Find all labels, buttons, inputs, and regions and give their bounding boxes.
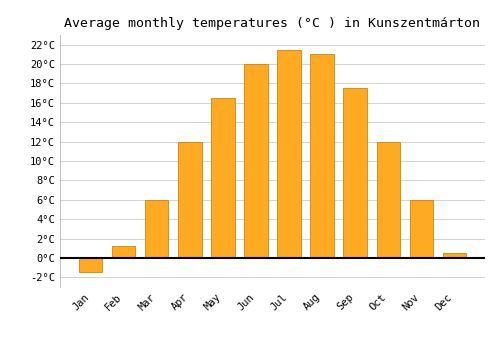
Bar <box>244 64 268 258</box>
Bar <box>344 88 366 258</box>
Title: Average monthly temperatures (°C ) in Kunszentmárton: Average monthly temperatures (°C ) in Ku… <box>64 17 480 30</box>
Bar <box>80 258 102 272</box>
Bar <box>146 200 169 258</box>
Bar <box>112 246 136 258</box>
Bar <box>178 142 202 258</box>
Bar <box>278 50 300 258</box>
Bar <box>410 200 432 258</box>
Bar <box>310 54 334 258</box>
Bar <box>442 253 466 258</box>
Bar <box>376 142 400 258</box>
Bar <box>212 98 234 258</box>
